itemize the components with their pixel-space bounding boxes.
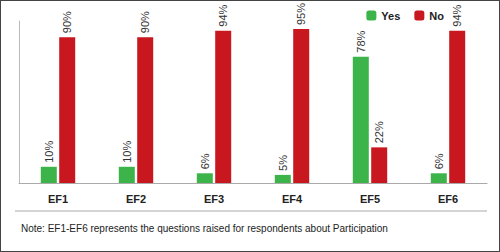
svg-text:22%: 22% [373,121,385,143]
svg-text:6%: 6% [199,153,211,169]
svg-text:94%: 94% [451,4,463,26]
svg-text:10%: 10% [43,141,55,163]
svg-text:EF1: EF1 [48,193,68,205]
svg-text:90%: 90% [61,11,73,33]
svg-text:10%: 10% [121,141,133,163]
svg-text:Yes: Yes [381,10,400,22]
svg-text:EF4: EF4 [282,193,303,205]
svg-text:EF2: EF2 [126,193,146,205]
svg-text:EF3: EF3 [204,193,224,205]
svg-text:90%: 90% [139,11,151,33]
svg-text:78%: 78% [355,30,367,52]
svg-text:Note: EF1-EF6 represents the q: Note: EF1-EF6 represents the questions r… [21,223,388,234]
svg-text:94%: 94% [217,4,229,26]
svg-text:EF5: EF5 [360,193,380,205]
svg-text:No: No [429,10,444,22]
svg-text:95%: 95% [295,3,307,25]
svg-text:5%: 5% [277,155,289,171]
svg-text:EF6: EF6 [438,193,458,205]
svg-text:6%: 6% [433,153,445,169]
